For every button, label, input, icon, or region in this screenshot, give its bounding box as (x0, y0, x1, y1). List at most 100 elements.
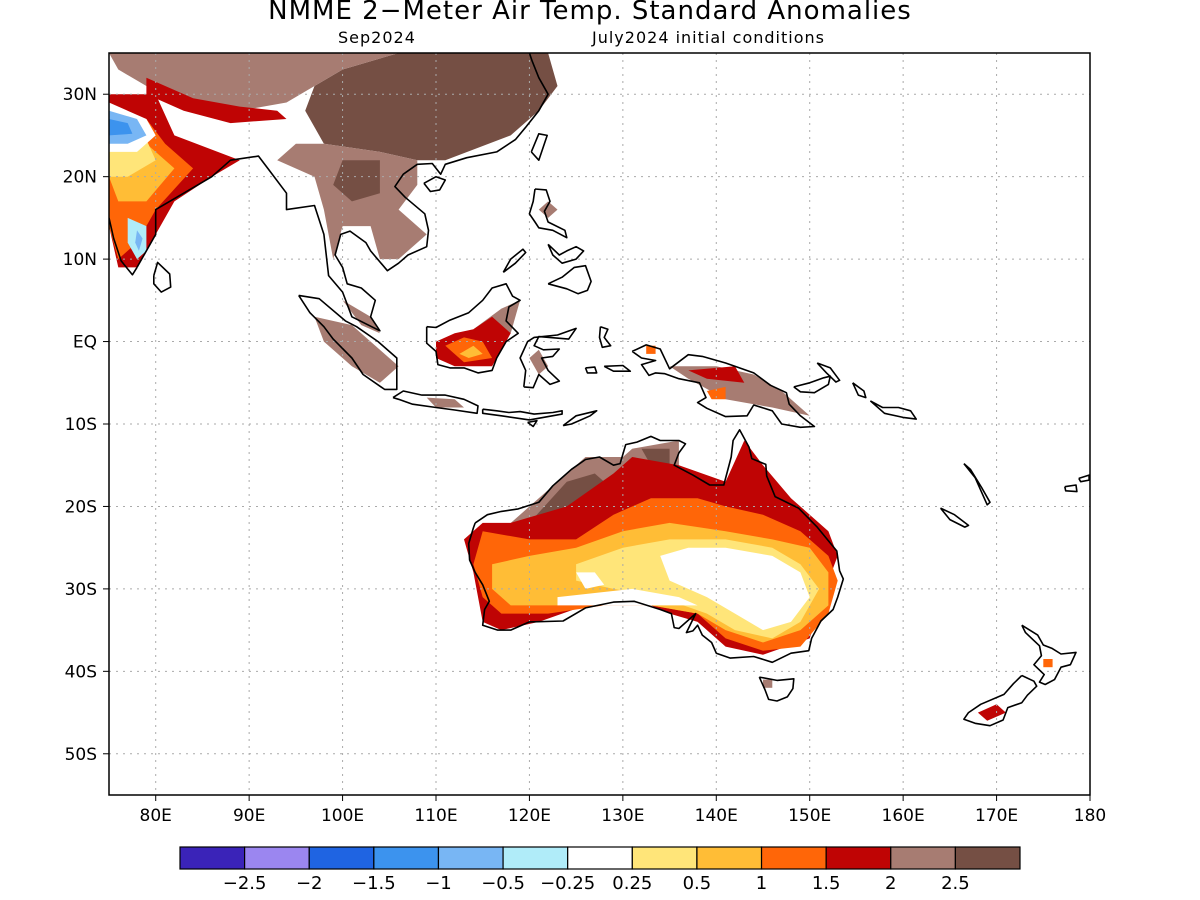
lat-tick-label: 40S (65, 662, 97, 682)
legend-swatch (179, 846, 246, 870)
anomaly-region-new-guinea-red (688, 366, 745, 383)
legend-label: 2 (885, 873, 896, 894)
legend-swatch (631, 846, 698, 870)
lon-tick-label: 80E (140, 806, 172, 826)
legend-swatch (890, 846, 956, 870)
coastline-hainan (423, 175, 447, 193)
graticule (109, 53, 1090, 795)
lat-tick-label: 20N (63, 168, 97, 188)
coastline-nz-north (1021, 624, 1077, 686)
anomaly-region-indochina-dark (333, 160, 380, 202)
legend-label: −1.5 (352, 873, 396, 894)
legend-label: 2.5 (941, 873, 970, 894)
lon-tick-label: 140E (695, 806, 738, 826)
lon-tick-label: 120E (508, 806, 551, 826)
anomaly-region-borneo-gold (459, 345, 483, 358)
anomaly-region-new-guinea-brown (669, 366, 810, 416)
coastline-flores-sumba (527, 419, 538, 428)
coastline-mindanao (547, 264, 592, 295)
coastline-borneo (425, 282, 521, 374)
lat-tick-label: 30S (65, 580, 97, 600)
legend-label: −0.5 (481, 873, 525, 894)
axis-ticks: 80E 90E 100E 110E 120E 130E 140E 150E 160E 170E 18… (63, 85, 1107, 826)
anomaly-region-nz-south (977, 704, 1006, 721)
lon-tick-label: 160E (882, 806, 925, 826)
coastline-nz-south (963, 674, 1038, 727)
coastline-halmahera (598, 325, 612, 349)
lon-tick-label: 100E (321, 806, 364, 826)
coastline-visayas (547, 243, 585, 265)
coastline-seram (603, 364, 632, 373)
legend-swatch (308, 846, 375, 870)
legend-swatch (567, 846, 633, 870)
anomaly-region-aus-white (660, 547, 810, 631)
coastlines (109, 53, 1090, 727)
anomaly-region-philippines (538, 201, 558, 218)
anomaly-region-india-south-blue (135, 230, 143, 251)
anomaly-region-himalaya-red (146, 77, 287, 124)
coastline-vanuatu (963, 462, 991, 506)
coastline-new-caledonia (939, 507, 970, 528)
coastline-new-britain (793, 375, 832, 394)
lat-tick-label: 50S (65, 745, 97, 765)
lat-tick-label: 10N (63, 250, 97, 270)
coastline-fiji (1064, 484, 1078, 493)
lon-tick-label: 110E (414, 806, 457, 826)
coastline-palawan (502, 248, 527, 273)
coastline-australia (467, 428, 845, 664)
coastline-sri-lanka (153, 261, 172, 293)
anomaly-region-india-blue (109, 119, 133, 136)
legend-swatch (696, 846, 763, 870)
color-legend: −2.5 −2 −1.5 −1 −0.5 −0.25 0.25 0.5 1 1.5 2 2.5 (179, 846, 1021, 894)
anomaly-region-new-guinea-orange (706, 386, 726, 400)
coastline-new-ireland (816, 362, 841, 383)
lat-tick-label: 10S (65, 415, 97, 435)
legend-label: −0.25 (540, 873, 595, 894)
anomaly-region-malaya (342, 300, 380, 334)
coastline-tasmania (758, 676, 795, 702)
legend-label: −2 (296, 873, 323, 894)
anomaly-shading (109, 53, 1053, 721)
coastline-solomons (869, 400, 918, 420)
legend-label: 1.5 (812, 873, 841, 894)
coastline-fiji-vanua (1078, 474, 1090, 483)
lon-tick-label: 180 (1074, 806, 1106, 826)
coastline-india-west (109, 217, 138, 276)
coastline-bali-lombok (481, 408, 563, 421)
coastline-bougainville (851, 382, 867, 399)
coastline-java (392, 390, 479, 415)
legend-swatch (825, 846, 892, 870)
coastline-sulawesi (519, 327, 577, 389)
anomaly-region-nz-north (1043, 659, 1053, 668)
initial-conditions-label: July2024 initial conditions (592, 28, 825, 47)
anomaly-region-aus-southwhite (557, 588, 698, 606)
legend-swatch (760, 846, 827, 870)
coastline-buru (584, 366, 598, 374)
lat-tick-label: EQ (73, 333, 97, 353)
legend-label: 1 (756, 873, 767, 894)
lat-tick-label: 30N (63, 85, 97, 105)
coastline-sumatra (298, 294, 398, 391)
lat-tick-label: 20S (65, 497, 97, 517)
anomaly-region-sumatra (314, 316, 399, 383)
coastline-taiwan (530, 133, 549, 161)
legend-swatch (502, 846, 569, 870)
legend-label: 0.5 (683, 873, 712, 894)
map-title: NMME 2−Meter Air Temp. Standard Anomalie… (268, 0, 912, 26)
lon-tick-label: 170E (975, 806, 1018, 826)
legend-swatch (954, 846, 1021, 870)
lon-tick-label: 150E (788, 806, 831, 826)
coastline-timor (562, 409, 598, 427)
lon-tick-label: 130E (601, 806, 644, 826)
anomaly-region-sulawesi (529, 349, 549, 375)
anomaly-region-china (305, 53, 558, 161)
anomaly-region-java (426, 397, 464, 408)
coastline-new-guinea (631, 344, 816, 429)
legend-swatch (437, 846, 504, 870)
target-month-label: Sep2024 (338, 28, 416, 47)
anomaly-region-tasmania (763, 679, 773, 688)
anomaly-region-aus-dark2 (641, 448, 670, 466)
legend-swatch (244, 846, 310, 870)
anomaly-region-se-asia (277, 143, 427, 260)
legend-label: −1 (425, 873, 452, 894)
